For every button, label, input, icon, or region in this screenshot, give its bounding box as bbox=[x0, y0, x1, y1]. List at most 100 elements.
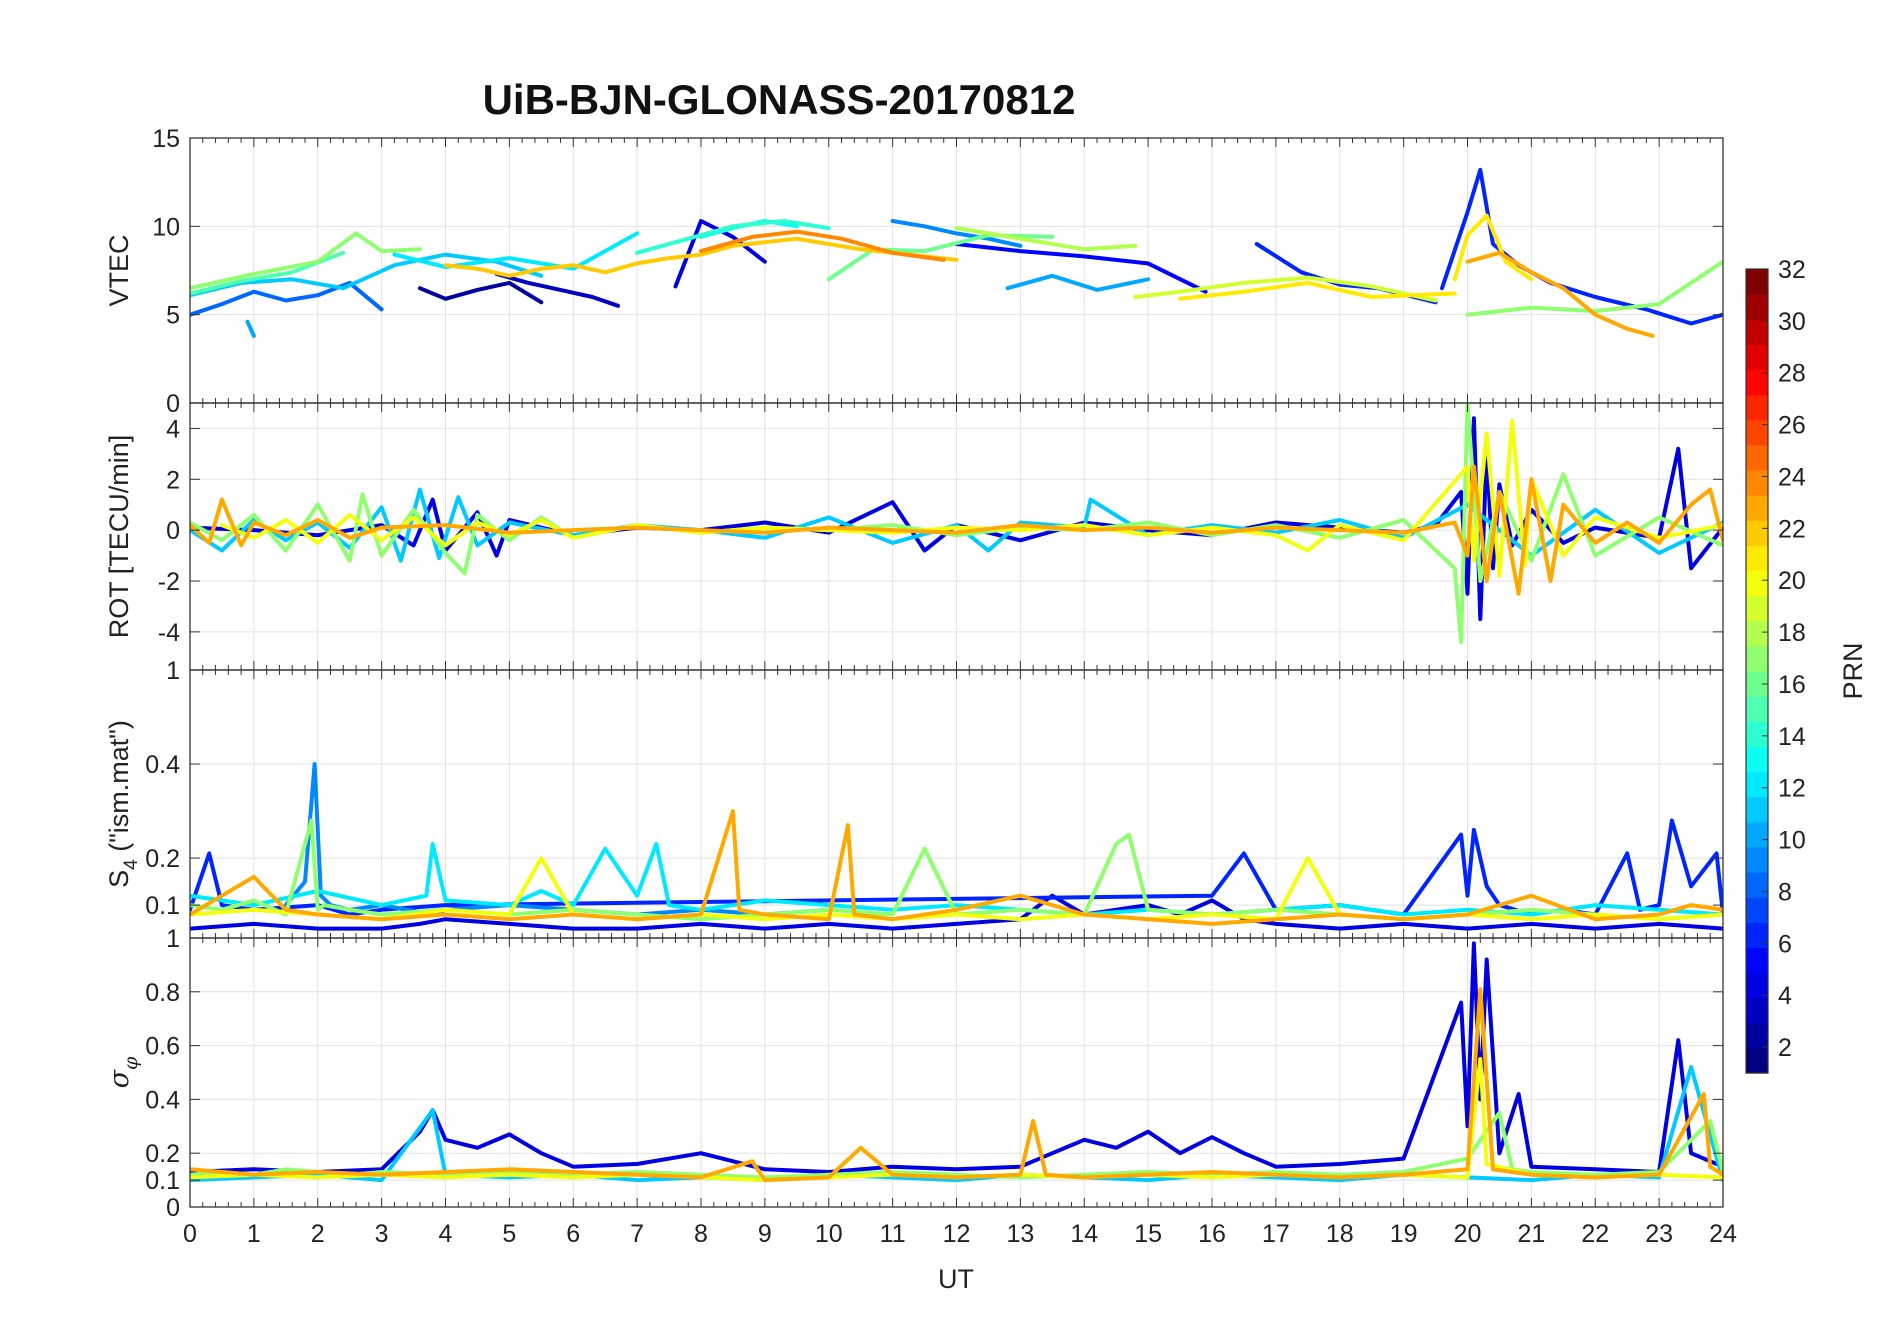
colorbar-swatch bbox=[1746, 872, 1768, 898]
colorbar-swatch bbox=[1746, 721, 1768, 747]
panel-vtec-series bbox=[190, 167, 1723, 338]
panel-sigma_phi-tickmarks bbox=[189, 938, 1724, 1208]
colorbar-tick-label: 14 bbox=[1778, 723, 1806, 751]
colorbar-tick-label: 26 bbox=[1778, 412, 1806, 440]
colorbar-swatch bbox=[1746, 1047, 1768, 1074]
y-tick-label: 0.8 bbox=[145, 979, 180, 1007]
colorbar-tick-label: 12 bbox=[1778, 775, 1806, 803]
series-line-prn-17 bbox=[1465, 259, 1723, 317]
colorbar-tick-label: 20 bbox=[1778, 567, 1806, 595]
colorbar-tick-label: 8 bbox=[1778, 878, 1792, 906]
y-tick-label: 2 bbox=[166, 466, 180, 494]
x-tick-label: 2 bbox=[311, 1220, 325, 1248]
colorbar-tick-label: 32 bbox=[1778, 256, 1806, 284]
colorbar-swatch bbox=[1746, 846, 1768, 873]
x-tick-label: 16 bbox=[1198, 1220, 1226, 1248]
colorbar-swatch bbox=[1746, 495, 1768, 521]
colorbar-swatch bbox=[1746, 1022, 1768, 1049]
x-tick-label: 19 bbox=[1390, 1220, 1418, 1248]
x-tick-label: 14 bbox=[1070, 1220, 1098, 1248]
y-tick-label: 0.6 bbox=[145, 1033, 180, 1061]
colorbar-swatch bbox=[1746, 620, 1768, 647]
colorbar-swatch bbox=[1746, 419, 1768, 446]
panel-rot-tickmarks bbox=[189, 403, 1724, 670]
y-tick-label: 4 bbox=[166, 415, 180, 443]
colorbar-swatch bbox=[1746, 972, 1768, 999]
colorbar-swatch bbox=[1746, 671, 1768, 697]
y-axis-label-sigma_phi: σφ bbox=[104, 1056, 142, 1088]
colorbar-swatch bbox=[1746, 746, 1768, 773]
colorbar-swatch bbox=[1746, 922, 1768, 948]
colorbar-tick-label: 18 bbox=[1778, 619, 1806, 647]
series-line-prn-6 bbox=[1440, 167, 1723, 326]
x-tick-label: 17 bbox=[1262, 1220, 1290, 1248]
series-line-prn-24 bbox=[699, 229, 946, 262]
panel-vtec-tickmarks bbox=[189, 137, 1724, 404]
x-tick-label: 10 bbox=[815, 1220, 843, 1248]
colorbar-swatch bbox=[1746, 645, 1768, 672]
x-axis-label: UT bbox=[938, 1264, 974, 1294]
panel-s4-grid bbox=[189, 670, 1724, 938]
colorbar-tick-label: 28 bbox=[1778, 360, 1806, 388]
x-tick-label: 21 bbox=[1517, 1220, 1545, 1248]
series-line-prn-23 bbox=[190, 987, 1723, 1183]
y-tick-label: 0.4 bbox=[145, 1086, 180, 1114]
x-tick-label: 8 bbox=[694, 1220, 708, 1248]
y-tick-label: 10 bbox=[152, 213, 180, 241]
x-tick-label: 5 bbox=[502, 1220, 516, 1248]
panel-vtec-grid bbox=[189, 137, 1724, 404]
x-tick-label: 11 bbox=[880, 1220, 906, 1248]
y-tick-label: 0 bbox=[166, 390, 180, 418]
y-axis-label-vtec: VTEC bbox=[104, 234, 134, 306]
colorbar-label: PRN bbox=[1838, 642, 1868, 699]
colorbar-swatch bbox=[1746, 470, 1768, 496]
x-tick-label: 12 bbox=[943, 1220, 971, 1248]
panel-sigma_phi-series bbox=[190, 941, 1723, 1183]
series-line-prn-18 bbox=[954, 226, 1138, 252]
colorbar-swatch bbox=[1746, 821, 1768, 848]
colorbar-frame bbox=[1745, 268, 1769, 1074]
colorbar-tick-label: 24 bbox=[1778, 463, 1806, 491]
y-tick-label: 0.2 bbox=[145, 1140, 180, 1168]
panel-rot-grid bbox=[189, 403, 1724, 670]
colorbar-swatch bbox=[1746, 369, 1768, 396]
x-tick-label: 0 bbox=[183, 1220, 197, 1248]
series-line-prn-8 bbox=[190, 280, 384, 317]
colorbar-swatch bbox=[1746, 595, 1768, 622]
series-line-prn-9 bbox=[283, 762, 831, 917]
x-tick-label: 22 bbox=[1581, 1220, 1609, 1248]
series-line-prn-23 bbox=[190, 464, 1723, 596]
x-tick-label: 7 bbox=[630, 1220, 644, 1248]
series-line-prn-12 bbox=[392, 231, 640, 271]
series-line-prn-21 bbox=[1178, 280, 1457, 301]
x-tick-label: 6 bbox=[566, 1220, 580, 1248]
chart-title: UiB-BJN-GLONASS-20170812 bbox=[483, 76, 1076, 123]
y-axis-label-rot: ROT [TECU/min] bbox=[104, 435, 134, 639]
y-tick-label: 0 bbox=[166, 517, 180, 545]
x-tick-label: 23 bbox=[1645, 1220, 1673, 1248]
y-tick-label: -2 bbox=[158, 568, 180, 596]
colorbar-tick-label: 30 bbox=[1778, 308, 1806, 336]
colorbar-swatch bbox=[1746, 796, 1768, 823]
panel-s4-tickmarks bbox=[189, 670, 1724, 938]
colorbar-swatch bbox=[1746, 947, 1768, 974]
series-line-prn-19 bbox=[1133, 275, 1438, 303]
colorbar-swatch bbox=[1746, 545, 1768, 572]
series-line-prn-23 bbox=[190, 809, 1723, 926]
colorbar-swatch bbox=[1746, 897, 1768, 923]
y-tick-label: 5 bbox=[166, 302, 180, 330]
series-line-prn-21 bbox=[1452, 213, 1534, 282]
colorbar-swatch bbox=[1746, 771, 1768, 798]
series-line-prn-2 bbox=[417, 280, 544, 305]
x-tick-label: 9 bbox=[758, 1220, 772, 1248]
x-tick-label: 24 bbox=[1709, 1220, 1737, 1248]
colorbar-tick-label: 6 bbox=[1778, 930, 1792, 958]
colorbar-tick-label: 16 bbox=[1778, 671, 1806, 699]
panel-rot: -4 -2 0 2 4 ROT [TECU/min] bbox=[104, 402, 1724, 671]
series-line-prn-9 bbox=[890, 219, 1023, 248]
x-tick-label: 1 bbox=[247, 1220, 261, 1248]
y-tick-label: 0.1 bbox=[145, 892, 180, 920]
